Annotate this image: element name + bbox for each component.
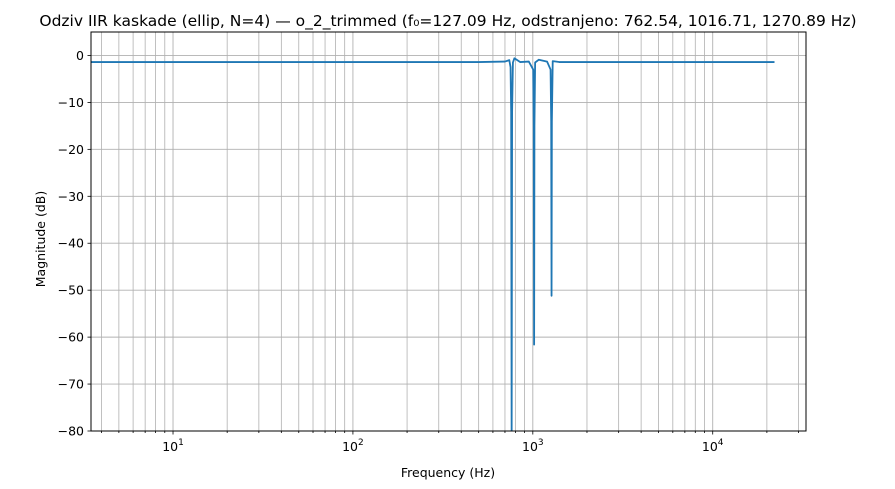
y-tick-label: −30 — [58, 189, 84, 204]
x-tick-label: 104 — [702, 438, 724, 454]
y-tick-label: −70 — [58, 377, 84, 392]
x-tick-label: 103 — [522, 438, 544, 454]
y-tick-label: −40 — [58, 236, 84, 251]
x-tick-label: 101 — [162, 438, 184, 454]
y-tick-label: 0 — [76, 48, 84, 63]
y-tick-label: −80 — [58, 424, 84, 439]
axis-ticks: 0 −10 −20 −30 −40 −50 −60 −70 −80 101 102 103 104 — [58, 48, 799, 454]
y-tick-label: −10 — [58, 95, 84, 110]
chart-title: Odziv IIR kaskade (ellip, N=4) — o_2_tri… — [39, 12, 856, 31]
y-tick-label: −50 — [58, 283, 84, 298]
plot-frame — [90, 31, 807, 432]
x-tick-label: 102 — [342, 438, 364, 454]
grid-lines — [91, 32, 806, 432]
y-tick-label: −60 — [58, 330, 84, 345]
y-tick-label: −20 — [58, 142, 84, 157]
series-line-layer — [91, 57, 775, 431]
y-axis-label: Magnitude (dB) — [33, 191, 48, 287]
x-axis-label: Frequency (Hz) — [401, 465, 495, 480]
series-line — [91, 57, 775, 431]
